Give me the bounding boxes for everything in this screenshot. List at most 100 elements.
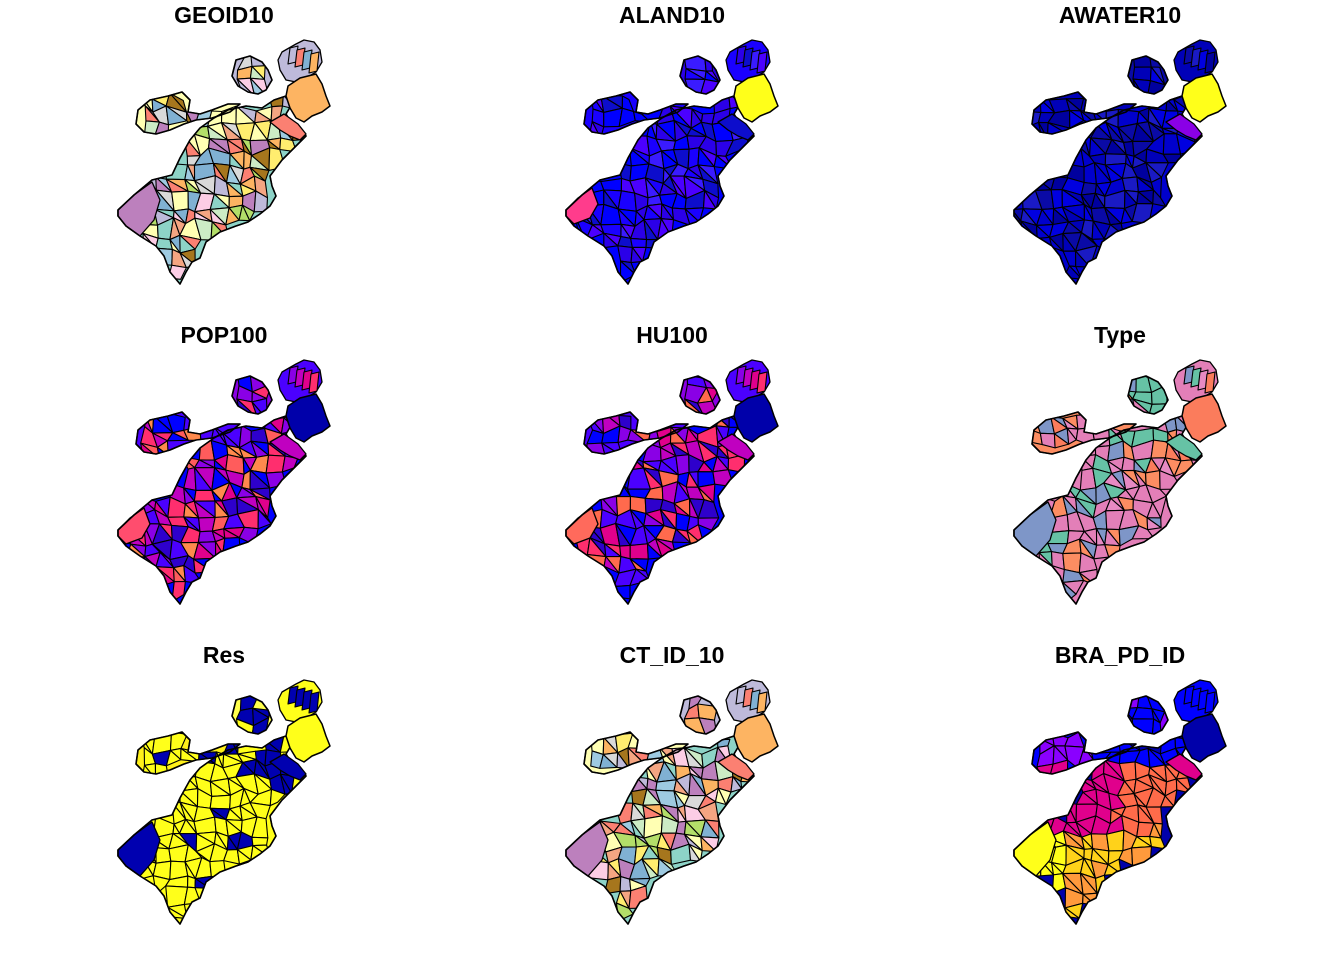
tract-cell (700, 78, 720, 100)
region-airport (733, 713, 779, 763)
choropleth-map-hu100 (565, 359, 779, 605)
region-harbor-strip (269, 433, 307, 461)
tract-cell (617, 190, 637, 212)
tract-cell (1036, 224, 1051, 240)
tract-cell (1048, 236, 1064, 252)
land-outline-north (679, 695, 721, 735)
tract-cell (619, 875, 632, 892)
tract-cell (1066, 427, 1077, 445)
tract-cell (165, 749, 182, 767)
land-outline-main (117, 95, 307, 285)
panel-title-geoid10: GEOID10 (174, 2, 274, 28)
tract-cells (118, 696, 300, 920)
tract-cell (641, 858, 659, 880)
map-panel-ct-id-10: CT_ID_10 (448, 640, 896, 960)
choropleth-map-type (1013, 359, 1227, 605)
tract-cell (1106, 829, 1125, 852)
tract-cell (225, 207, 240, 226)
tract-east-boston (756, 51, 768, 74)
tract-cell (1160, 795, 1175, 808)
land-outline-north (1127, 695, 1169, 735)
land-outline-northwest (135, 731, 241, 775)
tract-cells (566, 696, 754, 922)
tract-cell (630, 246, 644, 264)
choropleth-map-aland10 (565, 39, 779, 285)
choropleth-map-pop100 (117, 359, 331, 605)
tract-cells (1014, 56, 1196, 280)
land-outline-main (565, 415, 755, 605)
land-outline-main (117, 415, 307, 605)
region-harbor-strip (269, 113, 307, 141)
tract-cell (599, 753, 618, 769)
map-panel-awater10: AWATER10 (896, 0, 1344, 320)
tract-cell (630, 237, 648, 249)
tract-cell (236, 848, 252, 865)
tract-cell (238, 204, 251, 222)
map-panel-hu100: HU100 (448, 320, 896, 640)
region-harbor-strip (1165, 433, 1203, 461)
map-panel-geoid10: GEOID10 (0, 0, 448, 320)
land-outline-main (565, 735, 755, 925)
tract-cell (1053, 433, 1070, 449)
panel-title-res: Res (202, 642, 246, 668)
region-airport (285, 393, 331, 443)
tract-cell (1120, 207, 1133, 225)
tract-east-boston (308, 371, 320, 394)
land-outline-northwest (1031, 91, 1137, 135)
panel-title-hu100: HU100 (636, 322, 708, 348)
land-outline-north (1127, 55, 1169, 95)
region-airport (733, 73, 779, 123)
tract-cell (675, 454, 690, 476)
tract-cell (209, 860, 227, 878)
choropleth-map-bra-pd-id (1013, 679, 1227, 925)
tract-cell (702, 189, 717, 210)
tract-cell (655, 779, 677, 792)
tract-cell (166, 432, 189, 442)
region-airport (1181, 393, 1227, 443)
panel-title-bra-pd-id: BRA_PD_ID (1054, 642, 1186, 668)
tract-cell (165, 105, 188, 126)
land-outline-north (231, 695, 273, 735)
tract-cell (1132, 66, 1152, 82)
region-airport (1181, 713, 1227, 763)
tract-cell (1069, 109, 1085, 129)
tract-cell (1121, 456, 1135, 472)
region-harbor-strip (717, 753, 755, 781)
choropleth-map-awater10 (1013, 39, 1227, 285)
land-outline-main (117, 735, 307, 925)
tract-cell (1175, 778, 1193, 794)
tract-east-boston (756, 371, 768, 394)
tract-cell (629, 543, 649, 560)
tract-cell (209, 794, 231, 810)
land-outline-main (1013, 415, 1203, 605)
region-harbor-strip (717, 433, 755, 461)
land-outline-north (679, 55, 721, 95)
land-outline-north (231, 55, 273, 95)
region-harbor-strip (717, 113, 755, 141)
map-panel-bra-pd-id: BRA_PD_ID (896, 640, 1344, 960)
tract-east-boston (1204, 371, 1216, 394)
tract-east-boston (1204, 51, 1216, 74)
panel-title-ct-id-10: CT_ID_10 (619, 642, 725, 668)
land-outline-main (565, 95, 755, 285)
land-outline-north (1127, 375, 1169, 415)
tract-cell (671, 528, 691, 544)
panel-title-aland10: ALAND10 (618, 2, 726, 28)
tract-cells (566, 56, 749, 283)
choropleth-map-ct-id-10 (565, 679, 779, 925)
region-harbor-strip (269, 753, 307, 781)
tract-cell (619, 260, 637, 283)
tract-cell (257, 509, 272, 530)
region-harbor-strip (1165, 113, 1203, 141)
tract-cells (1014, 376, 1202, 602)
tract-cell (688, 843, 702, 862)
region-airport (733, 393, 779, 443)
panel-title-pop100: POP100 (180, 322, 268, 348)
tract-cells (118, 56, 306, 280)
tract-cell (730, 776, 743, 793)
tract-cell (603, 232, 619, 249)
land-outline-northwest (583, 731, 689, 775)
tract-cell (269, 788, 286, 807)
tract-cell (700, 836, 717, 853)
